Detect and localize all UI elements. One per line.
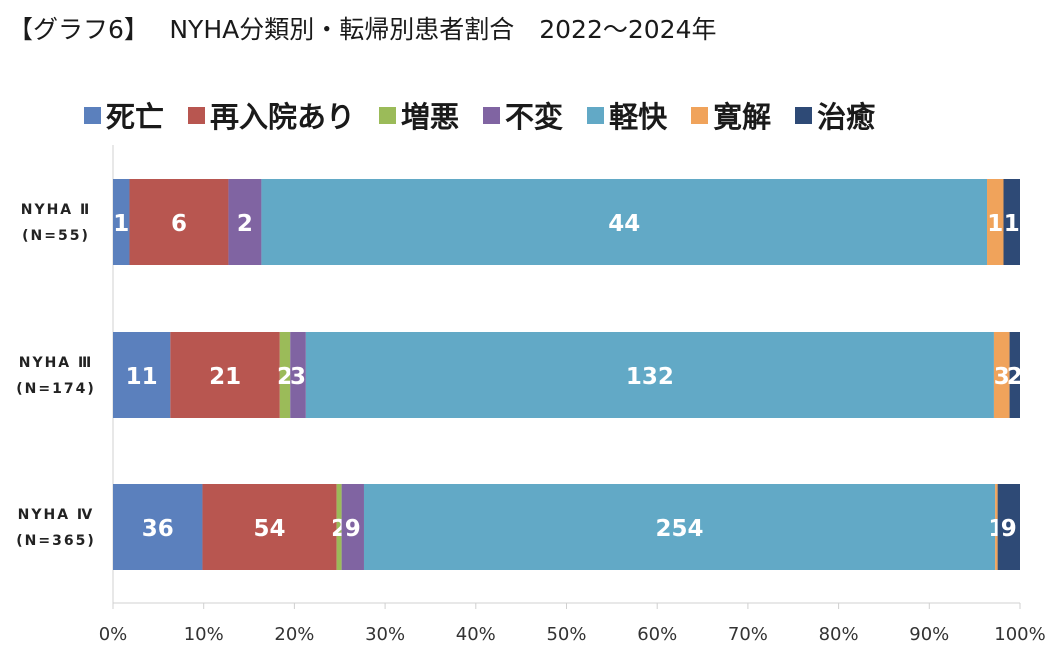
category-count-label: (N=55)	[22, 228, 90, 244]
data-label: 44	[608, 211, 640, 237]
bar-segment	[129, 179, 229, 265]
legend-label: 増悪	[401, 100, 460, 134]
bar-segment	[341, 484, 364, 570]
x-tick-label: 50%	[546, 624, 586, 645]
bar-segment	[987, 179, 1004, 265]
legend-item: 再入院あり	[188, 94, 355, 136]
x-tick-label: 80%	[819, 624, 859, 645]
data-label: 1	[1004, 211, 1020, 237]
data-label: 9	[345, 516, 361, 542]
x-tick-label: 40%	[456, 624, 496, 645]
bar-segment	[202, 484, 337, 570]
bar-segment	[170, 332, 280, 418]
legend-swatch	[691, 106, 709, 124]
data-label: 21	[209, 364, 241, 390]
x-tick-label: 30%	[365, 624, 405, 645]
chart-legend: 死亡 再入院あり 増悪 不変 軽快 寛解 治癒	[84, 94, 899, 136]
legend-item: 寛解	[691, 94, 771, 136]
data-label: 254	[656, 516, 704, 542]
x-tick-label: 0%	[99, 624, 128, 645]
legend-item: 軽快	[587, 94, 667, 136]
legend-label: 不変	[505, 100, 564, 134]
x-tick-label: 10%	[184, 624, 224, 645]
data-label: 3	[290, 364, 306, 390]
x-tick-label: 60%	[637, 624, 677, 645]
data-label: 2	[1007, 364, 1023, 390]
category-label: NYHA Ⅲ	[19, 355, 94, 371]
x-tick-label: 70%	[728, 624, 768, 645]
bar-segment	[1009, 332, 1020, 418]
legend-label: 寛解	[713, 100, 772, 134]
category-count-label: (N=174)	[16, 381, 95, 397]
bar-segment	[305, 332, 994, 418]
category-label: NYHA Ⅳ	[18, 507, 95, 523]
bar-segment	[336, 484, 342, 570]
category-count-label: (N=365)	[16, 533, 95, 549]
legend-swatch	[795, 106, 813, 124]
bar-segment	[261, 179, 988, 265]
legend-label: 死亡	[106, 100, 165, 134]
bar-segment	[995, 484, 998, 570]
data-label: 132	[626, 364, 674, 390]
legend-swatch	[379, 106, 397, 124]
x-tick-label: 20%	[274, 624, 314, 645]
legend-item: 増悪	[379, 94, 459, 136]
legend-label: 治癒	[817, 100, 876, 134]
category-label: NYHA Ⅱ	[21, 202, 92, 218]
legend-swatch	[587, 106, 605, 124]
data-label: 11	[126, 364, 158, 390]
x-tick-label: 100%	[994, 624, 1045, 645]
data-label: 2	[237, 211, 253, 237]
data-label: 9	[1001, 516, 1017, 542]
legend-swatch	[483, 106, 501, 124]
data-label: 6	[171, 211, 187, 237]
bar-segment	[997, 484, 1020, 570]
legend-item: 死亡	[84, 94, 164, 136]
legend-item: 治癒	[795, 94, 875, 136]
bar-segment	[113, 179, 130, 265]
bar-segment	[363, 484, 996, 570]
legend-swatch	[188, 106, 206, 124]
bar-segment	[113, 484, 203, 570]
data-label: 54	[254, 516, 286, 542]
legend-label: 再入院あり	[210, 100, 356, 134]
data-label: 3	[994, 364, 1010, 390]
legend-swatch	[84, 106, 101, 124]
data-label: 1	[987, 211, 1003, 237]
bar-segment	[228, 179, 262, 265]
chart-title: 【グラフ6】 NYHA分類別・転帰別患者割合 2022～2024年	[8, 15, 717, 44]
data-label: 36	[142, 516, 174, 542]
bar-segment	[290, 332, 306, 418]
bar-segment	[279, 332, 291, 418]
bar-segment	[993, 332, 1010, 418]
data-label: 1	[113, 211, 129, 237]
bar-segment	[1003, 179, 1020, 265]
legend-label: 軽快	[609, 100, 668, 134]
x-tick-label: 90%	[909, 624, 949, 645]
bar-segment	[113, 332, 171, 418]
data-label: 2	[277, 364, 293, 390]
legend-item: 不変	[483, 94, 563, 136]
